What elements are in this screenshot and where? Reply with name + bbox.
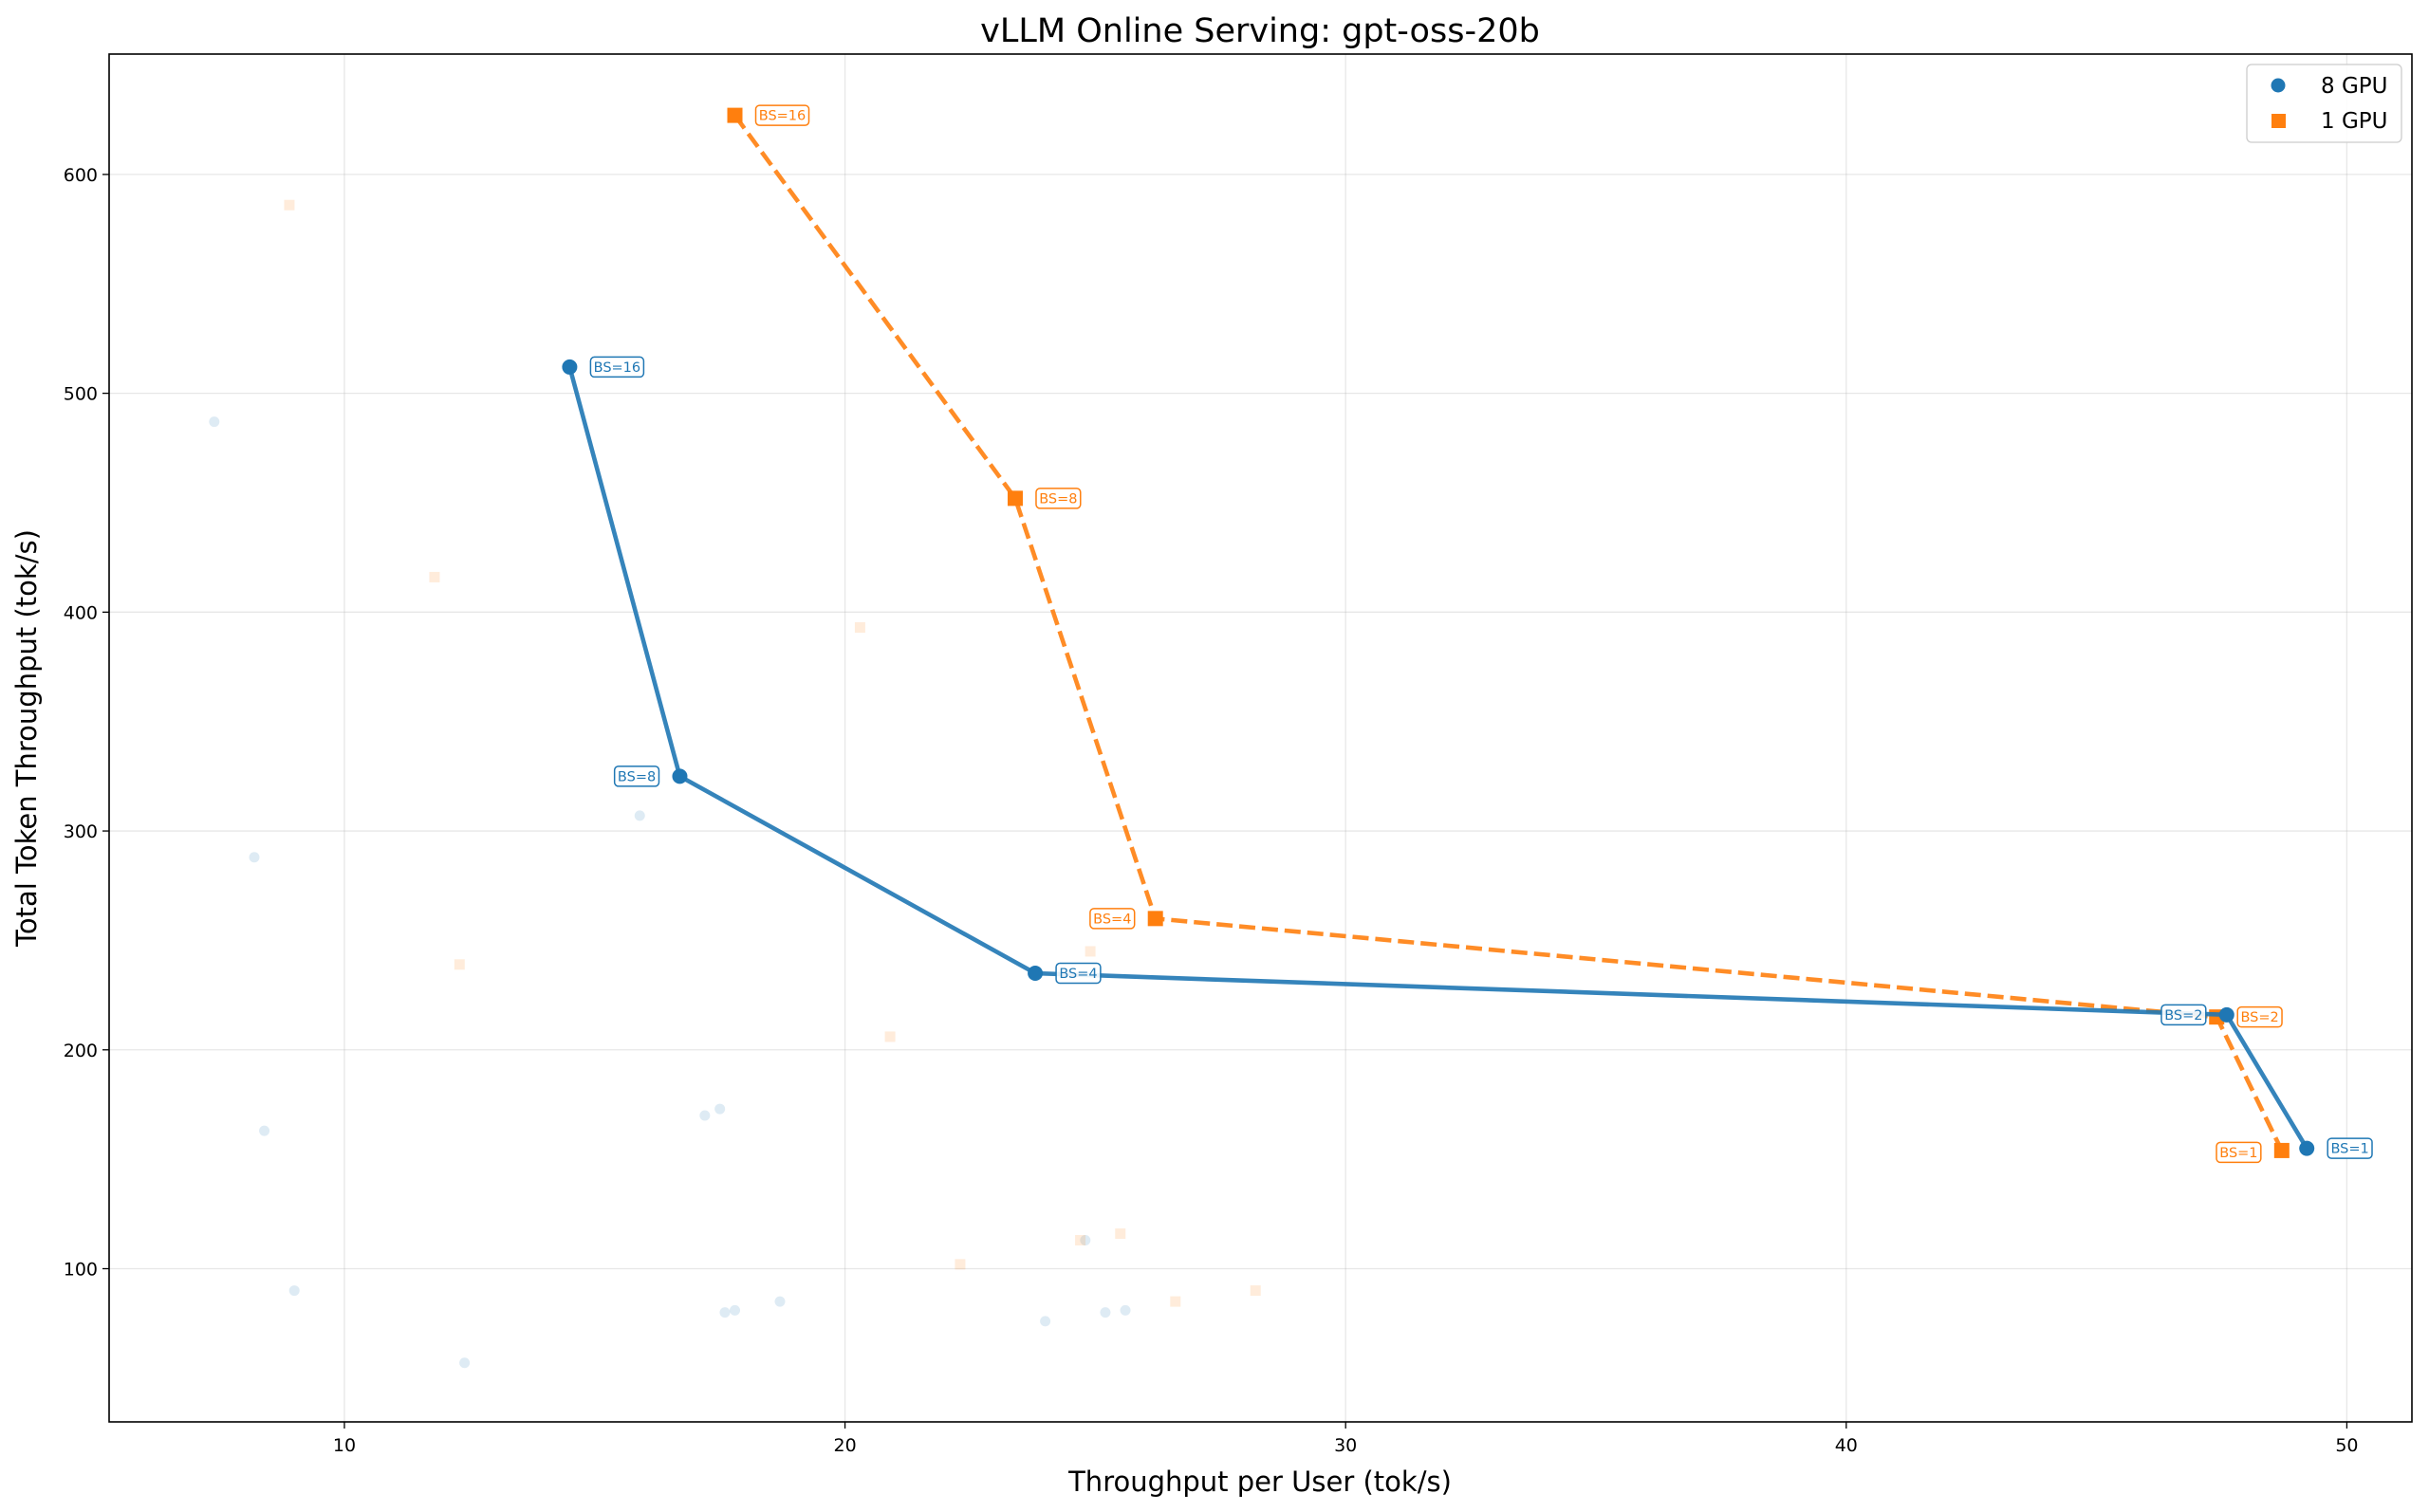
background-point bbox=[1085, 946, 1096, 957]
background-point bbox=[259, 1125, 270, 1136]
background-point bbox=[1170, 1296, 1181, 1307]
y-tick-label: 100 bbox=[64, 1259, 98, 1280]
series-line bbox=[732, 114, 2284, 1152]
background-point bbox=[854, 621, 865, 633]
background-point bbox=[1115, 1228, 1126, 1240]
legend: 8 GPU 1 GPU bbox=[2246, 64, 2402, 143]
series-point bbox=[727, 107, 743, 123]
chart-title: vLLM Online Serving: gpt-oss-20b bbox=[980, 12, 1540, 50]
annotation-label: BS=16 bbox=[594, 360, 641, 376]
background-point bbox=[1040, 1316, 1051, 1327]
background-points bbox=[209, 199, 1261, 1369]
series-point bbox=[1147, 911, 1163, 927]
series-point bbox=[672, 768, 688, 784]
background-point bbox=[1120, 1304, 1131, 1316]
background-point bbox=[714, 1103, 726, 1115]
annotation-label: BS=2 bbox=[2240, 1010, 2278, 1025]
background-point bbox=[719, 1307, 731, 1318]
background-point bbox=[454, 959, 465, 970]
x-tick-label: 50 bbox=[2335, 1435, 2358, 1456]
background-point bbox=[1250, 1285, 1261, 1297]
annotation-box bbox=[1055, 962, 1102, 985]
series-layer bbox=[562, 107, 2315, 1158]
series-point bbox=[2299, 1140, 2315, 1156]
ticks: 10 20 30 40 50 100 200 300 400 500 600 bbox=[64, 165, 2359, 1456]
background-point bbox=[249, 852, 260, 863]
annotation-label: BS=8 bbox=[618, 769, 656, 784]
annotation-label: BS=16 bbox=[759, 109, 807, 124]
annotation-label: BS=1 bbox=[2330, 1142, 2368, 1157]
legend-label-1-gpu: 1 GPU bbox=[2321, 109, 2387, 134]
annotation-label: BS=8 bbox=[1039, 491, 1077, 507]
annotation-box bbox=[2216, 1141, 2262, 1164]
y-tick-label: 500 bbox=[64, 384, 98, 405]
annotation-box bbox=[2236, 1005, 2283, 1028]
background-point bbox=[699, 1110, 711, 1121]
annotations: BS=16 BS=8 BS=4 BS=2 BS=1 BS=16 BS=8 BS=4 BS=2 BS… bbox=[589, 104, 2373, 1164]
plot-frame bbox=[108, 53, 2413, 1423]
series-point bbox=[2273, 1142, 2290, 1158]
background-point bbox=[730, 1304, 741, 1316]
background-point bbox=[288, 1285, 300, 1297]
background-point bbox=[1075, 1235, 1086, 1246]
x-tick-label: 10 bbox=[333, 1435, 356, 1456]
background-point bbox=[884, 1031, 896, 1042]
background-point bbox=[1080, 1235, 1091, 1246]
annotation-box bbox=[2327, 1137, 2373, 1159]
annotation-label: BS=1 bbox=[2219, 1146, 2257, 1161]
series-point bbox=[2218, 1006, 2234, 1023]
background-point bbox=[209, 416, 220, 428]
y-tick-label: 600 bbox=[64, 165, 98, 186]
annotation-box bbox=[589, 356, 645, 378]
series-point bbox=[562, 359, 578, 375]
y-tick-label: 400 bbox=[64, 602, 98, 623]
legend-label-8-gpu: 8 GPU bbox=[2321, 74, 2387, 99]
series-point bbox=[1007, 490, 1023, 507]
annotation-box bbox=[1035, 488, 1082, 509]
background-point bbox=[459, 1357, 471, 1369]
background-point bbox=[955, 1259, 966, 1270]
background-point bbox=[429, 571, 440, 582]
annotation-box bbox=[2160, 1004, 2207, 1026]
annotation-label: BS=4 bbox=[1093, 912, 1131, 927]
legend-marker-8-gpu bbox=[2271, 78, 2286, 93]
annotation-box bbox=[754, 104, 810, 126]
background-point bbox=[774, 1296, 786, 1307]
x-tick-label: 30 bbox=[1334, 1435, 1357, 1456]
y-axis-label: Total Token Throughput (tok/s) bbox=[10, 529, 43, 948]
x-tick-label: 40 bbox=[1835, 1435, 1858, 1456]
annotation-label: BS=4 bbox=[1059, 967, 1097, 982]
background-point bbox=[1100, 1307, 1111, 1318]
y-tick-label: 200 bbox=[64, 1041, 98, 1061]
background-point bbox=[284, 199, 295, 211]
series-line bbox=[567, 366, 2309, 1150]
series-point bbox=[1028, 966, 1044, 982]
annotation-label: BS=2 bbox=[2164, 1008, 2202, 1023]
x-tick-label: 20 bbox=[833, 1435, 856, 1456]
x-axis-label: Throughput per User (tok/s) bbox=[1067, 1466, 1452, 1498]
background-point bbox=[634, 810, 645, 821]
y-tick-label: 300 bbox=[64, 821, 98, 842]
annotation-box bbox=[613, 765, 660, 787]
annotation-box bbox=[1089, 908, 1136, 930]
legend-marker-1-gpu bbox=[2271, 114, 2286, 128]
grid bbox=[109, 54, 2412, 1422]
